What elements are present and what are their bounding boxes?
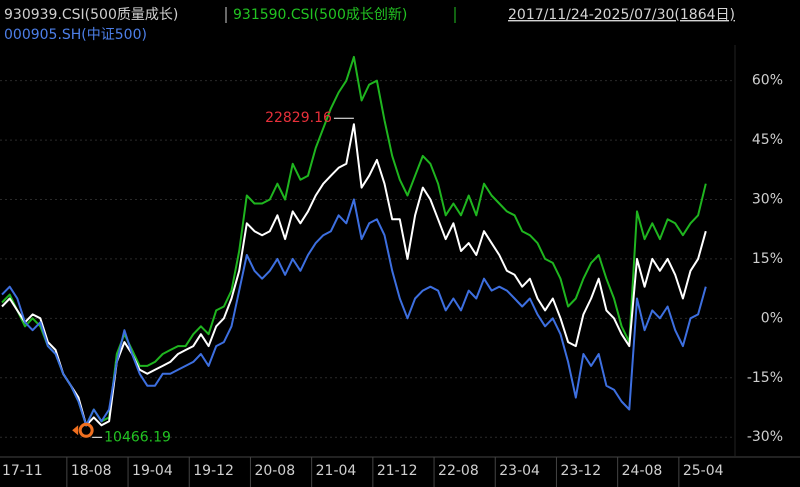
y-tick-label: 45% [752,132,783,148]
annotation-marker [78,422,94,438]
x-tick-label: 25-04 [683,463,724,479]
y-tick-label: -15% [747,370,783,386]
y-tick-label: 60% [752,73,783,89]
annotation: 22829.16 [265,110,332,126]
annotation-marker [72,425,79,436]
series-line [1,123,707,427]
x-tick-label: 19-12 [193,463,234,479]
y-tick-label: 15% [752,251,783,267]
x-tick-label: 18-08 [71,463,112,479]
y-tick-label: -30% [747,429,783,445]
x-tick-label: 23-04 [499,463,540,479]
legend-entry: 931590.CSI(500成长创新) [233,7,407,23]
x-tick-label: 23-12 [560,463,601,479]
annotation: 10466.19 [104,429,171,445]
x-tick-label: 21-12 [377,463,418,479]
x-tick-label: 21-04 [316,463,357,479]
legend-entry: 930939.CSI(500质量成长) [4,7,178,23]
x-tick-label: 20-08 [254,463,295,479]
series-line [1,198,707,427]
x-tick-label: 24-08 [622,463,663,479]
legend-entry: 000905.SH(中证500) [4,27,147,43]
x-tick-label: 22-08 [438,463,479,479]
x-tick-label: 17-11 [2,463,43,479]
y-tick-label: 30% [752,192,783,208]
y-tick-label: 0% [761,310,783,326]
x-tick-label: 19-04 [132,463,173,479]
date-range[interactable]: 2017/11/24-2025/07/30(1864日) [508,7,735,23]
series-line [1,55,707,427]
